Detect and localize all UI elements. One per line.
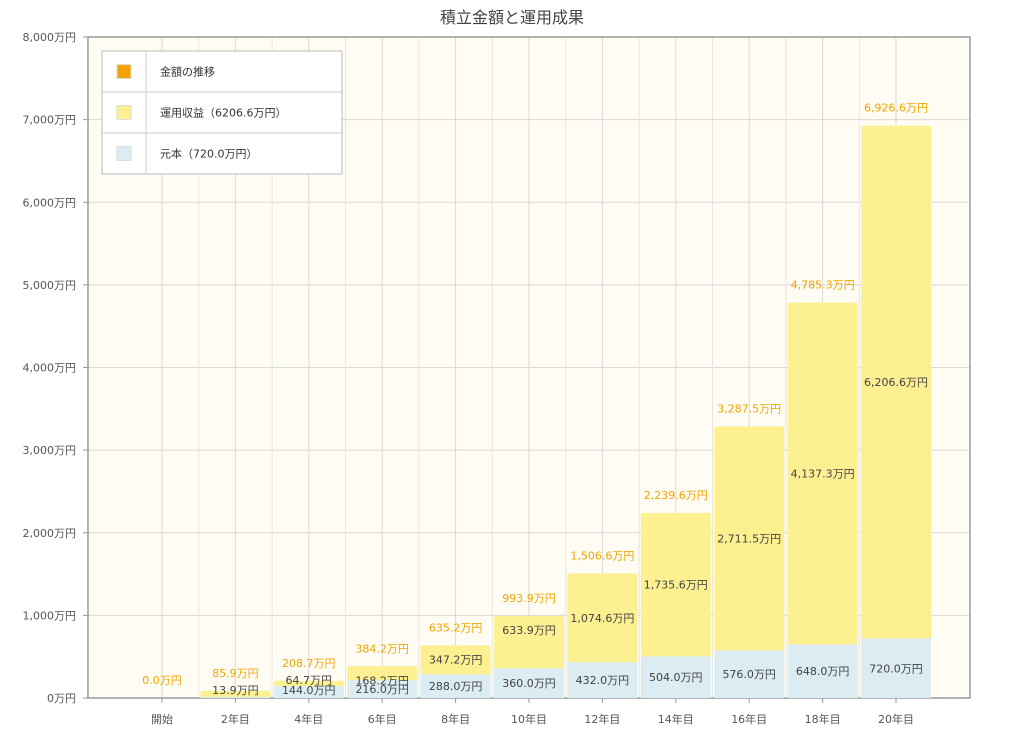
y-tick-label: 4,000万円 (23, 362, 77, 375)
bar-return (640, 512, 711, 657)
bar-principal (861, 638, 931, 698)
return-label: 2,711.5万円 (717, 532, 781, 545)
x-tick-label: 4年目 (294, 712, 323, 726)
legend-label: 運用収益（6206.6万円） (160, 106, 287, 120)
bar-return (200, 690, 271, 697)
principal-label: 216.0万円 (355, 683, 409, 696)
return-label: 168.2万円 (355, 674, 409, 687)
y-tick-label: 1,000万円 (23, 609, 77, 622)
y-tick-label: 3,000万円 (23, 444, 77, 457)
bar-return (714, 426, 785, 651)
bar-principal (273, 686, 344, 698)
y-tick-label: 2,000万円 (23, 527, 77, 540)
bar-principal (787, 644, 858, 698)
total-label: 208.7万円 (282, 657, 336, 670)
bar-return (273, 680, 344, 687)
legend-label: 元本（720.0万円） (160, 147, 258, 161)
legend-label: 金額の推移 (160, 65, 215, 79)
legend-box (101, 50, 343, 175)
principal-label: 576.0万円 (722, 668, 776, 681)
bar-return (420, 645, 491, 675)
total-label: 1,506.6万円 (570, 550, 634, 563)
x-tick-label: 12年目 (584, 712, 620, 726)
bar-return (567, 573, 638, 663)
legend-swatch (116, 146, 132, 161)
return-label: 1,074.6万円 (570, 612, 634, 625)
principal-label: 648.0万円 (796, 665, 850, 678)
bar-principal (420, 674, 491, 698)
return-label: 6,206.6万円 (864, 376, 928, 389)
total-label: 635.2万円 (429, 622, 483, 635)
bar-return (787, 302, 858, 645)
principal-label: 13.9万円 (212, 684, 259, 697)
x-tick-label: 20年目 (878, 712, 914, 726)
total-label: 3,287.5万円 (717, 402, 781, 415)
principal-label: 432.0万円 (576, 674, 630, 687)
return-label: 4,137.3万円 (791, 468, 855, 481)
bar-return (861, 125, 931, 639)
x-tick-label: 開始 (151, 712, 173, 726)
y-tick-label: 5,000万円 (23, 279, 77, 292)
x-tick-label: 16年目 (731, 712, 767, 726)
total-label: 384.2万円 (355, 642, 409, 655)
return-label: 1,735.6万円 (644, 579, 708, 592)
total-label: 4,785.3万円 (791, 279, 855, 292)
x-tick-label: 6年目 (368, 712, 397, 726)
bar-principal (567, 662, 638, 698)
principal-label: 360.0万円 (502, 677, 556, 690)
bar-principal (200, 696, 271, 698)
x-tick-label: 14年目 (658, 712, 694, 726)
bar-principal (494, 668, 564, 698)
total-label: 2,239.6万円 (644, 489, 708, 502)
total-label: 993.9万円 (502, 592, 556, 605)
total-label: 85.9万円 (212, 667, 259, 680)
total-label: 6,926.6万円 (864, 102, 928, 115)
chart-title: 積立金額と運用成果 (439, 8, 584, 27)
return-label: 64.7万円 (286, 674, 333, 687)
principal-label: 144.0万円 (282, 684, 336, 697)
y-tick-label: 6,000万円 (23, 196, 77, 209)
bar-return (347, 666, 418, 681)
bar-principal (714, 650, 785, 698)
x-tick-label: 2年目 (221, 712, 250, 726)
bar-return (494, 615, 564, 669)
legend-swatch (116, 105, 132, 120)
y-tick-label: 8,000万円 (23, 31, 77, 44)
x-tick-label: 10年目 (511, 712, 547, 726)
principal-label: 288.0万円 (429, 680, 483, 693)
principal-label: 504.0万円 (649, 671, 703, 684)
x-tick-label: 8年目 (441, 712, 470, 726)
x-tick-label: 18年目 (805, 712, 841, 726)
bar-principal (640, 656, 711, 698)
return-label: 633.9万円 (502, 624, 556, 637)
return-label: 347.2万円 (429, 654, 483, 667)
total-label: 0.0万円 (142, 674, 182, 687)
bar-principal (347, 680, 418, 698)
y-tick-label: 0万円 (47, 692, 76, 705)
y-tick-label: 7,000万円 (23, 114, 77, 127)
legend-swatch (116, 64, 132, 79)
principal-label: 720.0万円 (869, 662, 923, 675)
